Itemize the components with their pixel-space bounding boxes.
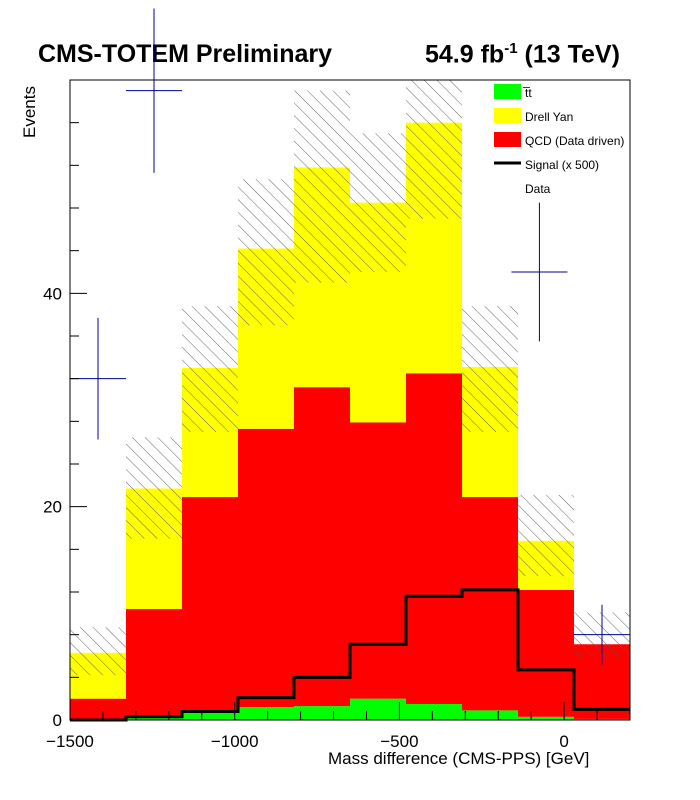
x-tick-label: −500	[380, 732, 418, 751]
uncertainty-band-bin-4	[294, 90, 350, 283]
luminosity-value: 54.9 fb	[425, 40, 505, 69]
bar-series-1-bin-8	[518, 589, 574, 717]
legend-label-4: Data	[525, 182, 551, 196]
energy-label: (13 TeV)	[517, 40, 620, 69]
plot-frame	[69, 79, 631, 721]
uncertainty-band-bin-0	[70, 627, 126, 676]
data-point-0	[70, 317, 126, 440]
bar-series-0-bin-1	[126, 717, 182, 720]
uncertainty-band-bin-3	[238, 179, 294, 326]
bar-series-0-bin-8	[518, 716, 574, 720]
signal-line-group	[70, 588, 630, 722]
chart-title: CMS-TOTEM Preliminary	[38, 40, 333, 68]
legend-swatch-1	[494, 108, 521, 123]
y-tick-label: 0	[53, 711, 62, 730]
x-tick-label: 0	[559, 732, 568, 751]
bar-series-0-bin-4	[294, 706, 350, 720]
bar-series-1-bin-7	[462, 497, 518, 711]
y-tick-label: 20	[43, 498, 62, 517]
bar-series-1-bin-1	[126, 609, 182, 718]
legend-label-2: QCD (Data driven)	[525, 134, 624, 148]
data-point-3	[574, 604, 630, 665]
x-axis-label: Mass difference (CMS-PPS) [GeV]	[328, 749, 590, 768]
bar-series-0-bin-9	[574, 718, 630, 720]
legend-label-0: t̅t	[523, 86, 533, 100]
uncertainty-band-bin-1	[126, 437, 182, 539]
data-point-1	[126, 8, 182, 173]
luminosity-label: 54.9 fb-1 (13 TeV)	[425, 40, 620, 69]
bar-series-1-bin-0	[70, 698, 126, 720]
x-tick-label: −1500	[46, 732, 94, 751]
bar-series-1-bin-5	[350, 422, 406, 699]
uncertainty-band-bin-5	[350, 133, 406, 272]
data-points	[70, 8, 630, 665]
bar-series-0-bin-6	[406, 704, 462, 720]
data-point-2	[511, 202, 568, 342]
uncertainty-band-bin-2	[182, 306, 238, 432]
bar-series-0-bin-2	[182, 712, 238, 720]
bar-series-0-bin-5	[350, 698, 406, 720]
uncertainty-band-bin-7	[462, 306, 518, 432]
uncertainty-band-bin-8	[518, 494, 574, 576]
legend: t̅t Drell Yan QCD (Data driven) Signal (x 5…	[494, 84, 624, 196]
signal-line	[70, 588, 630, 722]
uncertainty-band-bin-6	[406, 80, 462, 219]
bar-series-1-bin-4	[294, 387, 350, 707]
bar-series-1-bin-3	[238, 428, 294, 708]
legend-label-3: Signal (x 500)	[525, 158, 599, 172]
bar-series-1-bin-2	[182, 497, 238, 713]
luminosity-exponent: -1	[504, 40, 518, 57]
y-tick-label: 40	[43, 284, 62, 303]
legend-label-1: Drell Yan	[525, 110, 573, 124]
bar-series-0-bin-7	[462, 710, 518, 720]
legend-swatch-0	[494, 84, 521, 99]
y-axis-label: Events	[20, 86, 39, 138]
axes: −1500 −1000 −500 0 0 20 40	[43, 79, 631, 751]
x-tick-label: −1000	[211, 732, 259, 751]
legend-swatch-2	[494, 132, 521, 147]
bar-series-0-bin-3	[238, 707, 294, 720]
bar-series-1-bin-6	[406, 373, 462, 704]
